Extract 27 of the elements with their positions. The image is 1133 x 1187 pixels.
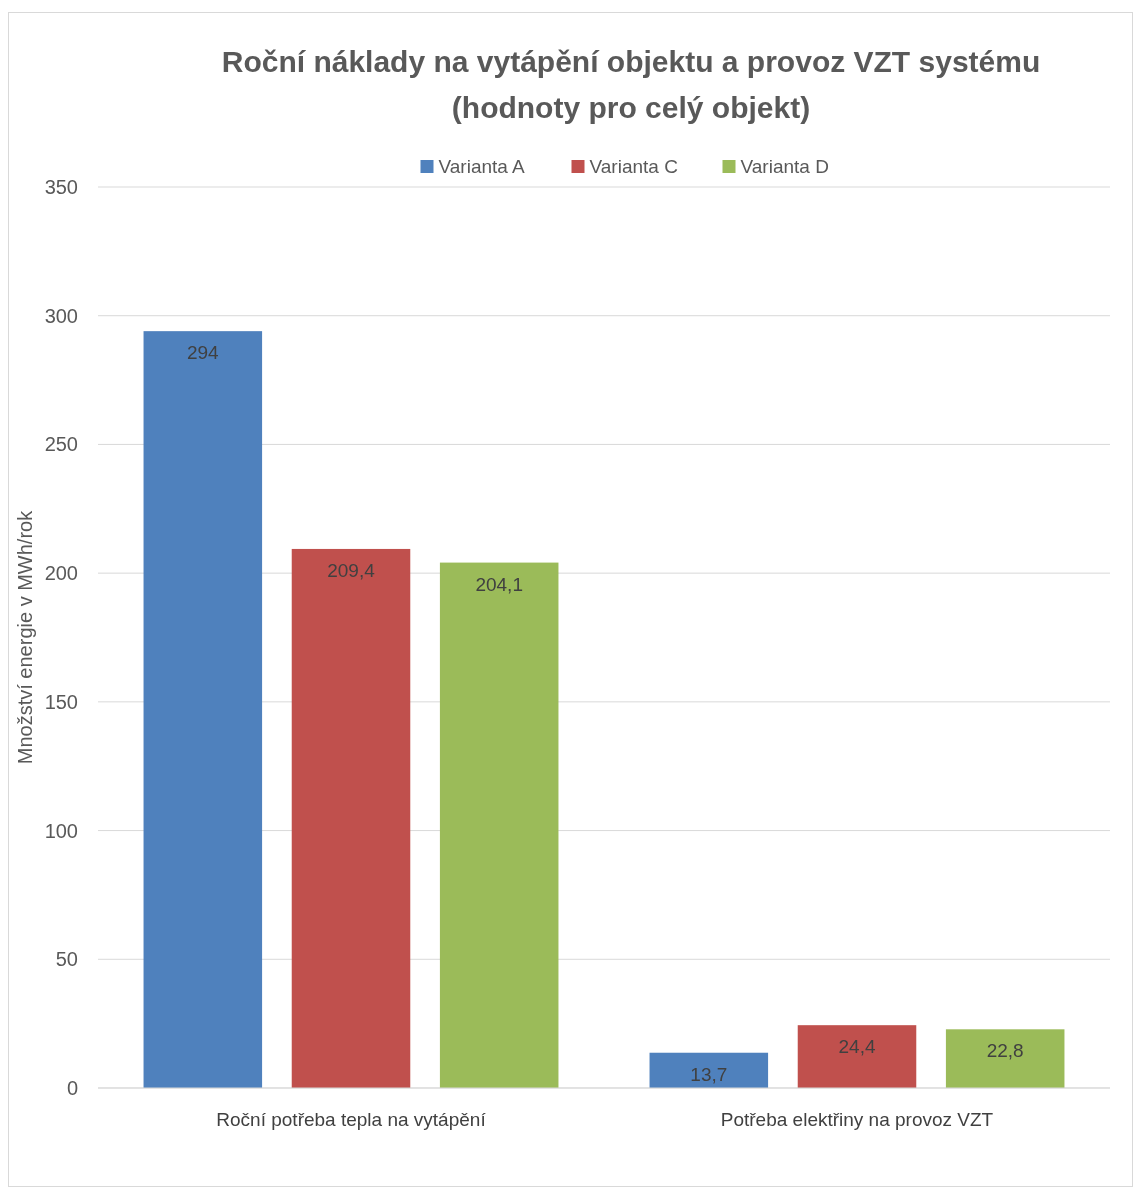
bar [291, 548, 411, 1088]
y-tick-label: 0 [66, 1077, 78, 1099]
x-tick-label: Roční potřeba tepla na vytápění [216, 1109, 487, 1130]
data-label: 24,4 [838, 1036, 876, 1058]
data-label: 209,4 [327, 559, 376, 581]
bar [439, 562, 559, 1088]
legend-label: Varianta A [438, 156, 526, 177]
y-tick-label: 50 [55, 948, 78, 971]
data-label: 204,1 [475, 573, 523, 595]
y-tick-label: 200 [44, 562, 78, 585]
bar [945, 1029, 1065, 1088]
legend-label: Varianta D [740, 156, 829, 177]
chart-title: Roční náklady na vytápění objektu a provoz VZT systému (hodnoty pro celý objekt) [221, 45, 1041, 124]
y-tick-label: 250 [44, 433, 78, 456]
legend-label: Varianta C [589, 156, 678, 177]
bar [649, 1052, 769, 1088]
bar [797, 1025, 917, 1088]
y-tick-label: 150 [44, 690, 78, 713]
data-label: 22,8 [986, 1040, 1024, 1062]
y-tick-label: 350 [44, 176, 78, 198]
y-axis-title: Množství energie v MWh/rok [14, 509, 36, 765]
bar [143, 331, 263, 1088]
y-tick-label: 100 [44, 819, 78, 842]
y-tick-label: 300 [44, 304, 78, 327]
data-label: 294 [186, 342, 220, 364]
x-tick-label: Potřeba elektřiny na provoz VZT [720, 1109, 994, 1130]
data-label: 13,7 [690, 1063, 728, 1085]
